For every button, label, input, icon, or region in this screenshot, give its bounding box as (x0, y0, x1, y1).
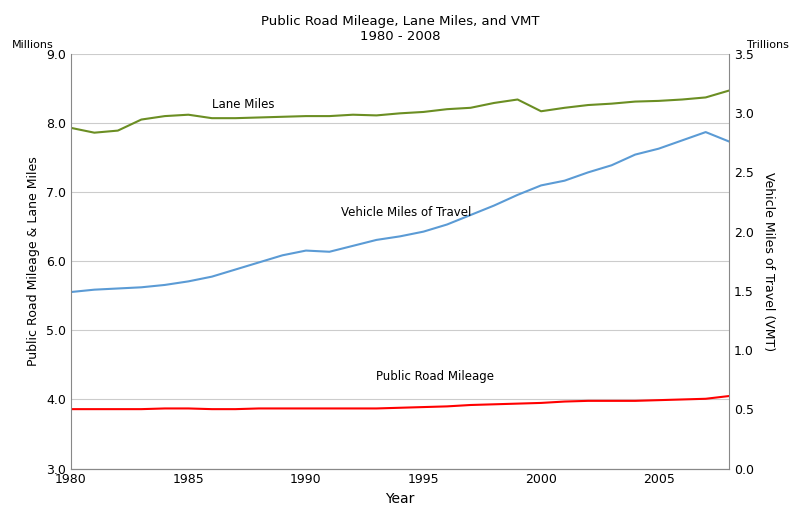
Text: Millions: Millions (11, 40, 54, 49)
Text: Trillions: Trillions (746, 40, 789, 49)
Y-axis label: Vehicle Miles of Travel (VMT): Vehicle Miles of Travel (VMT) (762, 172, 775, 351)
Y-axis label: Public Road Mileage & Lane Miles: Public Road Mileage & Lane Miles (27, 156, 40, 366)
Text: Vehicle Miles of Travel: Vehicle Miles of Travel (342, 206, 471, 219)
X-axis label: Year: Year (386, 492, 414, 506)
Text: Lane Miles: Lane Miles (212, 98, 274, 111)
Text: Public Road Mileage: Public Road Mileage (377, 370, 494, 383)
Title: Public Road Mileage, Lane Miles, and VMT
1980 - 2008: Public Road Mileage, Lane Miles, and VMT… (261, 15, 539, 43)
